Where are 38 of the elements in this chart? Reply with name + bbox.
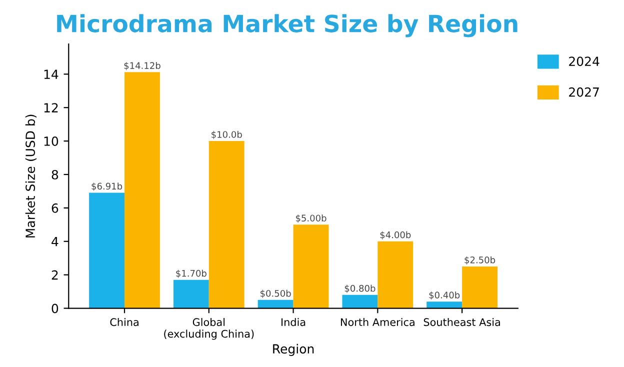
y-tick-label: 12 bbox=[44, 103, 58, 112]
data-label: $4.00b bbox=[380, 231, 411, 240]
data-label: $2.50b bbox=[464, 256, 496, 265]
bar bbox=[258, 300, 294, 308]
x-tick-label: Southeast Asia bbox=[424, 318, 500, 326]
bar bbox=[342, 294, 378, 308]
y-tick-label: 14 bbox=[44, 70, 58, 79]
y-axis-title: Market Size (USD b) bbox=[25, 114, 37, 238]
bar bbox=[89, 192, 125, 308]
data-label: $0.40b bbox=[429, 291, 460, 300]
x-tick-label: Global (excluding China) bbox=[164, 318, 254, 340]
bar bbox=[173, 280, 209, 308]
x-tick-label: North America bbox=[340, 318, 414, 326]
x-axis-title: Region bbox=[273, 344, 314, 356]
bar bbox=[378, 241, 414, 308]
data-label: $0.50b bbox=[260, 290, 291, 298]
y-tick-label: 0 bbox=[52, 304, 58, 314]
data-label: $6.91b bbox=[92, 182, 122, 191]
x-tick-label: India bbox=[282, 318, 306, 326]
bar bbox=[208, 141, 244, 308]
data-label: $5.00b bbox=[296, 214, 326, 223]
chart-title: Microdrama Market Size by Region bbox=[57, 14, 518, 38]
data-label: $0.80b bbox=[344, 284, 376, 293]
bar bbox=[124, 72, 160, 308]
y-tick-label: 2 bbox=[52, 270, 58, 280]
data-label: $14.12b bbox=[124, 62, 160, 70]
bar bbox=[426, 302, 462, 308]
legend-label: 2027 bbox=[569, 87, 599, 97]
bar bbox=[293, 224, 329, 308]
bar bbox=[462, 266, 498, 308]
y-tick-label: 6 bbox=[52, 203, 58, 213]
x-tick-label: China bbox=[110, 318, 138, 326]
y-tick-label: 8 bbox=[52, 170, 58, 180]
data-label: $10.0b bbox=[212, 130, 242, 140]
y-tick-label: 10 bbox=[44, 136, 58, 146]
data-label: $1.70b bbox=[176, 270, 206, 278]
y-tick-label: 4 bbox=[52, 237, 58, 246]
legend-label: 2024 bbox=[569, 56, 600, 66]
